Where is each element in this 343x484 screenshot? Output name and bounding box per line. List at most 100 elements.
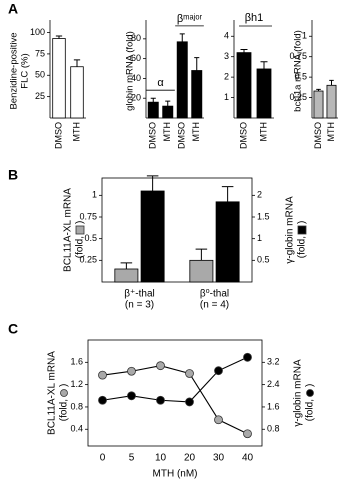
y-tick-label: 0.4 bbox=[70, 424, 83, 434]
data-point bbox=[214, 415, 223, 425]
x-tick-sublabel: (n = 3) bbox=[125, 300, 154, 311]
error-bar bbox=[260, 61, 268, 69]
y-axis-label-line: (fold,) bbox=[75, 221, 86, 259]
x-tick-label: DMSO bbox=[313, 122, 323, 149]
data-point bbox=[243, 429, 252, 439]
series-line bbox=[102, 356, 248, 403]
bar bbox=[140, 190, 165, 283]
data-point bbox=[243, 352, 252, 362]
data-point bbox=[185, 397, 194, 407]
bar bbox=[147, 101, 159, 119]
data-point bbox=[156, 395, 165, 405]
x-tick-label: 30 bbox=[213, 453, 225, 464]
panel-label: C bbox=[8, 321, 18, 337]
data-point bbox=[98, 395, 107, 405]
y2-axis-label: γ-globin mRNA bbox=[293, 359, 304, 427]
bar bbox=[52, 38, 66, 119]
y2-tick-label: 1 bbox=[257, 233, 262, 243]
y-axis-label: globin mRNA (fold) bbox=[125, 31, 136, 111]
x-tick-label: 5 bbox=[129, 453, 135, 464]
y-tick-label: 20 bbox=[131, 93, 141, 103]
chart-title: βh1 bbox=[245, 12, 264, 24]
error-bar bbox=[194, 57, 200, 71]
y-tick-label: 25 bbox=[35, 91, 45, 101]
y-tick-label: 4 bbox=[224, 31, 229, 41]
y2-tick-label: 1.5 bbox=[257, 211, 270, 221]
x-tick-label: β⁰-thal bbox=[200, 289, 229, 300]
x-tick-label: 20 bbox=[184, 453, 196, 464]
group-label: α bbox=[157, 77, 164, 89]
y2-axis-label: γ-globin mRNA bbox=[285, 196, 296, 264]
y-tick-label: 0.5 bbox=[84, 233, 97, 243]
error-bar bbox=[316, 88, 321, 92]
y-tick-label: 1 bbox=[302, 31, 307, 41]
bar bbox=[189, 259, 214, 283]
error-bar bbox=[150, 97, 156, 103]
y-tick-label: 0.5 bbox=[294, 72, 307, 82]
x-axis-label: MTH (nM) bbox=[153, 469, 198, 480]
y2-axis-label-line: (fold,) bbox=[297, 221, 308, 259]
error-bar bbox=[329, 79, 334, 86]
error-bar bbox=[179, 33, 185, 42]
y-tick-label: 0.75 bbox=[289, 51, 307, 61]
bar bbox=[236, 52, 252, 119]
error-bar bbox=[165, 100, 171, 107]
bar bbox=[162, 105, 174, 119]
y-tick-label: 75 bbox=[35, 48, 45, 58]
y-axis-label: BCL11A-XL mRNA bbox=[63, 188, 74, 272]
legend-swatch bbox=[297, 225, 307, 235]
series-line bbox=[102, 365, 248, 435]
error-bar bbox=[120, 262, 133, 269]
y-tick-label: 3 bbox=[224, 51, 229, 61]
x-tick-label: DMSO bbox=[148, 122, 158, 149]
y2-tick-label: 2.4 bbox=[267, 379, 280, 389]
bar bbox=[176, 41, 188, 119]
y-axis-label: (fold, bbox=[75, 236, 86, 258]
y-tick-label: 0.75 bbox=[79, 211, 97, 221]
y-tick-label: 1 bbox=[224, 92, 229, 102]
x-tick-label: DMSO bbox=[177, 122, 187, 149]
x-tick-label: β⁺-thal bbox=[124, 289, 154, 300]
bar bbox=[215, 201, 240, 283]
bar bbox=[313, 90, 324, 119]
y-tick-label: 0.25 bbox=[79, 255, 97, 265]
x-tick-label: MTH bbox=[326, 122, 336, 142]
y-axis-label-line: (fold,) bbox=[59, 384, 70, 422]
x-tick-label: MTH bbox=[162, 122, 172, 142]
y-axis-label: Benzidine-positive bbox=[9, 32, 20, 109]
y2-axis-label: ) bbox=[305, 384, 316, 387]
error-bar bbox=[73, 59, 81, 67]
x-tick-label: MTH bbox=[258, 122, 268, 142]
data-point bbox=[156, 361, 165, 371]
panel-label: A bbox=[8, 1, 18, 17]
y2-axis-label: (fold, bbox=[305, 399, 316, 421]
x-tick-label: 40 bbox=[242, 453, 254, 464]
bar bbox=[70, 66, 84, 119]
error-bar bbox=[146, 175, 159, 191]
error-bar bbox=[240, 49, 248, 53]
y-tick-label: 50 bbox=[35, 70, 45, 80]
y-axis-label: BCL11A-XL mRNA bbox=[47, 351, 58, 435]
plot-frame bbox=[101, 177, 253, 283]
y-tick-label: 80 bbox=[131, 33, 141, 43]
y-tick-label: 2 bbox=[224, 72, 229, 82]
y-axis-label: ) bbox=[75, 221, 86, 224]
y-tick-label: 0.8 bbox=[70, 401, 83, 411]
x-tick-label: MTH bbox=[191, 122, 201, 142]
y2-tick-label: 3.2 bbox=[267, 357, 280, 367]
bar bbox=[326, 84, 337, 119]
group-label: βᵐᵃʲᵒʳ bbox=[177, 13, 203, 25]
y-axis-label: bcl11a mRNA (fold) bbox=[293, 30, 304, 112]
y2-tick-label: 2 bbox=[257, 190, 262, 200]
error-bar bbox=[55, 35, 63, 39]
legend-swatch bbox=[306, 389, 314, 397]
x-tick-label: DMSO bbox=[238, 122, 248, 149]
y2-axis-label: (fold, bbox=[297, 236, 308, 258]
y-tick-label: 0.25 bbox=[289, 92, 307, 102]
y-axis-label: FLC (%) bbox=[20, 53, 31, 88]
error-bar bbox=[221, 186, 234, 202]
legend-swatch bbox=[75, 225, 85, 235]
y-axis-label: (fold, bbox=[59, 399, 70, 421]
